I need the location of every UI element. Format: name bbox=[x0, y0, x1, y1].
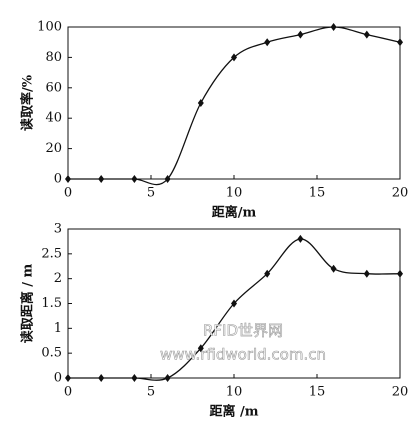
marker bbox=[164, 374, 171, 382]
y-tick-label: 2.5 bbox=[41, 246, 62, 261]
marker bbox=[65, 374, 71, 382]
y-tick-label: 0.5 bbox=[41, 346, 62, 361]
x-tick-label: 15 bbox=[309, 186, 326, 201]
marker bbox=[297, 234, 304, 243]
x-tick-label: 10 bbox=[226, 385, 243, 400]
x-tick-label: 0 bbox=[64, 385, 72, 400]
marker bbox=[330, 264, 337, 273]
marker bbox=[297, 30, 304, 39]
x-tick-label: 20 bbox=[392, 186, 409, 201]
marker bbox=[197, 344, 204, 353]
y-tick-label: 40 bbox=[45, 111, 62, 126]
marker bbox=[397, 269, 403, 278]
x-tick-label: 5 bbox=[147, 186, 155, 201]
marker bbox=[264, 269, 271, 278]
marker bbox=[363, 30, 370, 39]
marker bbox=[164, 175, 171, 183]
y-axis-label: 读取率/% bbox=[20, 74, 36, 131]
y-tick-label: 20 bbox=[45, 141, 62, 156]
y-tick-label: 60 bbox=[45, 80, 62, 95]
marker bbox=[264, 38, 271, 47]
x-tick-label: 15 bbox=[309, 385, 326, 400]
y-axis-label: 读取距离 / m bbox=[20, 263, 36, 343]
x-tick-label: 5 bbox=[147, 385, 155, 400]
y-tick-label: 2 bbox=[54, 271, 62, 286]
x-axis-label: 距离 /m bbox=[209, 404, 258, 420]
marker bbox=[397, 38, 403, 47]
x-tick-label: 10 bbox=[226, 186, 243, 201]
marker bbox=[231, 53, 237, 62]
marker bbox=[131, 374, 138, 382]
x-axis-label: 距离/m bbox=[212, 205, 257, 221]
marker bbox=[98, 175, 105, 183]
y-tick-label: 80 bbox=[45, 50, 62, 65]
y-tick-label: 3 bbox=[54, 222, 62, 237]
marker bbox=[131, 175, 138, 183]
y-tick-label: 1 bbox=[54, 321, 62, 336]
marker bbox=[65, 175, 71, 183]
marker bbox=[330, 23, 337, 31]
y-tick-label: 0 bbox=[54, 371, 62, 386]
marker bbox=[363, 269, 370, 278]
watermark: www.rfidworld.com.cn bbox=[160, 346, 326, 364]
x-tick-label: 0 bbox=[64, 186, 72, 201]
watermark: RFID世界网 bbox=[203, 322, 283, 340]
y-tick-label: 100 bbox=[37, 20, 62, 35]
marker bbox=[197, 99, 204, 107]
marker bbox=[231, 299, 237, 308]
data-line bbox=[68, 26, 401, 186]
marker bbox=[98, 374, 105, 382]
y-tick-label: 0 bbox=[54, 172, 62, 187]
y-tick-label: 1.5 bbox=[41, 296, 62, 311]
plot-frame bbox=[67, 26, 401, 180]
x-tick-label: 20 bbox=[392, 385, 409, 400]
